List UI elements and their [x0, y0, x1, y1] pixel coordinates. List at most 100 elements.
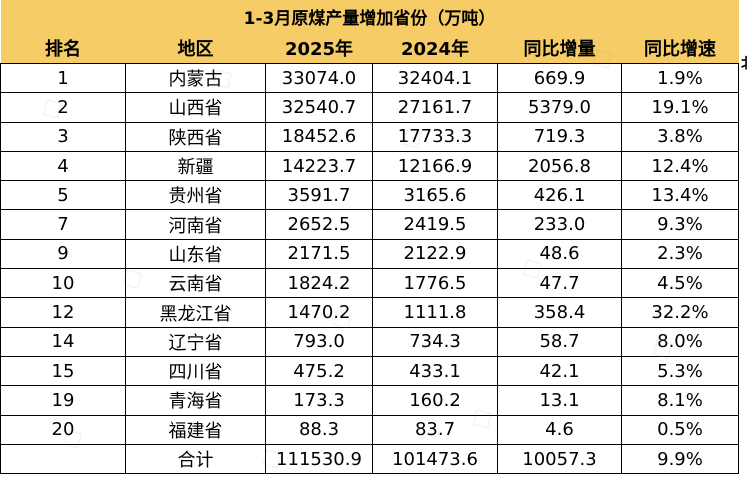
cell-yoy-growth: 4.5%: [621, 268, 739, 299]
cell-yoy-increase: 47.7: [497, 268, 622, 299]
cell-yoy-growth: 9.9%: [621, 443, 739, 475]
column-header-yoy-growth: 同比增速: [621, 33, 739, 64]
cell-2025: 793.0: [265, 326, 373, 357]
cell-rank: 14: [0, 326, 126, 357]
table-row: 2 山西省 32540.7 27161.7 5379.0 19.1%: [0, 92, 739, 123]
column-header-yoy-increase: 同比增量: [497, 33, 622, 64]
cell-region: 山西省: [125, 92, 266, 123]
cell-yoy-growth: 19.1%: [621, 92, 739, 123]
column-header-2025: 2025年: [265, 33, 373, 64]
cell-2025: 3591.7: [265, 180, 373, 211]
cell-rank: 5: [0, 180, 126, 211]
cell-yoy-growth: 9.3%: [621, 209, 739, 240]
cell-yoy-growth: 8.0%: [621, 326, 739, 357]
cell-region: 贵州省: [125, 180, 266, 211]
cell-yoy-growth: 2.3%: [621, 238, 739, 270]
cell-yoy-growth: 32.2%: [621, 297, 739, 328]
cell-2024: 734.3: [372, 326, 498, 357]
cell-region: 云南省: [125, 268, 266, 299]
table-row: 3 陕西省 18452.6 17733.3 719.3 3.8%: [0, 121, 739, 152]
cell-yoy-increase: 426.1: [497, 180, 622, 211]
cell-2024: 2122.9: [372, 238, 498, 270]
cell-rank: 15: [0, 355, 126, 387]
table-row: 14 辽宁省 793.0 734.3 58.7 8.0%: [0, 326, 739, 357]
cell-yoy-increase: 233.0: [497, 209, 622, 240]
cell-yoy-increase: 5379.0: [497, 92, 622, 123]
cell-region: 合计: [125, 443, 266, 475]
cell-yoy-increase: 58.7: [497, 326, 622, 357]
cell-rank: [0, 443, 126, 475]
cell-2024: 83.7: [372, 414, 498, 445]
column-header-2024: 2024年: [372, 33, 498, 64]
table-row: 12 黑龙江省 1470.2 1111.8 358.4 32.2%: [0, 297, 739, 328]
cell-yoy-increase: 2056.8: [497, 150, 622, 182]
cell-region: 四川省: [125, 355, 266, 387]
cell-yoy-growth: 5.3%: [621, 355, 739, 387]
cell-yoy-increase: 42.1: [497, 355, 622, 387]
cell-2025: 111530.9: [265, 443, 373, 475]
cell-2025: 32540.7: [265, 92, 373, 123]
cell-region: 辽宁省: [125, 326, 266, 357]
cell-region: 山东省: [125, 238, 266, 270]
cell-rank: 9: [0, 238, 126, 270]
table-title: 1-3月原煤产量增加省份（万吨）: [0, 0, 739, 33]
cell-2025: 475.2: [265, 355, 373, 387]
cell-region: 福建省: [125, 414, 266, 445]
total-row: 合计 111530.9 101473.6 10057.3 9.9%: [0, 443, 739, 475]
cell-2024: 3165.6: [372, 180, 498, 211]
table-row: 7 河南省 2652.5 2419.5 233.0 9.3%: [0, 209, 739, 240]
cell-2024: 101473.6: [372, 443, 498, 475]
cell-region: 陕西省: [125, 121, 266, 152]
header-row: 排名 地区 2025年 2024年 同比增量 同比增速: [0, 33, 739, 64]
cell-2024: 1111.8: [372, 297, 498, 328]
cell-2024: 1776.5: [372, 268, 498, 299]
cell-rank: 10: [0, 268, 126, 299]
title-row: 1-3月原煤产量增加省份（万吨）: [0, 0, 739, 33]
cell-2024: 433.1: [372, 355, 498, 387]
table-row: 5 贵州省 3591.7 3165.6 426.1 13.4%: [0, 180, 739, 211]
cell-region: 黑龙江省: [125, 297, 266, 328]
cell-2025: 2652.5: [265, 209, 373, 240]
table-row: 19 青海省 173.3 160.2 13.1 8.1%: [0, 385, 739, 416]
cell-yoy-increase: 358.4: [497, 297, 622, 328]
cell-yoy-growth: 12.4%: [621, 150, 739, 182]
cell-yoy-increase: 719.3: [497, 121, 622, 152]
cell-yoy-growth: 1.9%: [621, 62, 739, 94]
cell-2025: 173.3: [265, 385, 373, 416]
edge-glyph: 北: [741, 53, 747, 73]
cell-yoy-growth: 8.1%: [621, 385, 739, 416]
table-row: 15 四川省 475.2 433.1 42.1 5.3%: [0, 355, 739, 387]
cell-yoy-increase: 48.6: [497, 238, 622, 270]
cell-2025: 88.3: [265, 414, 373, 445]
table-row: 4 新疆 14223.7 12166.9 2056.8 12.4%: [0, 150, 739, 182]
cell-rank: 20: [0, 414, 126, 445]
cell-2024: 12166.9: [372, 150, 498, 182]
cell-2025: 1470.2: [265, 297, 373, 328]
table-body: 1 内蒙古 33074.0 32404.1 669.9 1.9% 2 山西省 32540.7 27…: [0, 62, 739, 475]
coal-output-table: 1-3月原煤产量增加省份（万吨） 排名 地区 2025年 2024年 同比增量 …: [0, 0, 739, 475]
cell-2024: 2419.5: [372, 209, 498, 240]
cell-rank: 2: [0, 92, 126, 123]
cell-2025: 2171.5: [265, 238, 373, 270]
cell-rank: 7: [0, 209, 126, 240]
table-row: 10 云南省 1824.2 1776.5 47.7 4.5%: [0, 268, 739, 299]
table-row: 9 山东省 2171.5 2122.9 48.6 2.3%: [0, 238, 739, 270]
cell-2025: 18452.6: [265, 121, 373, 152]
cell-yoy-increase: 10057.3: [497, 443, 622, 475]
cell-2025: 14223.7: [265, 150, 373, 182]
cell-yoy-growth: 0.5%: [621, 414, 739, 445]
cell-yoy-increase: 13.1: [497, 385, 622, 416]
cell-region: 新疆: [125, 150, 266, 182]
cell-2024: 27161.7: [372, 92, 498, 123]
cell-yoy-increase: 669.9: [497, 62, 622, 94]
cell-yoy-growth: 13.4%: [621, 180, 739, 211]
column-header-region: 地区: [125, 33, 266, 64]
cell-2024: 160.2: [372, 385, 498, 416]
cell-region: 河南省: [125, 209, 266, 240]
cell-yoy-growth: 3.8%: [621, 121, 739, 152]
table-row: 1 内蒙古 33074.0 32404.1 669.9 1.9%: [0, 62, 739, 94]
cell-2024: 17733.3: [372, 121, 498, 152]
cell-yoy-increase: 4.6: [497, 414, 622, 445]
column-header-rank: 排名: [0, 33, 126, 64]
